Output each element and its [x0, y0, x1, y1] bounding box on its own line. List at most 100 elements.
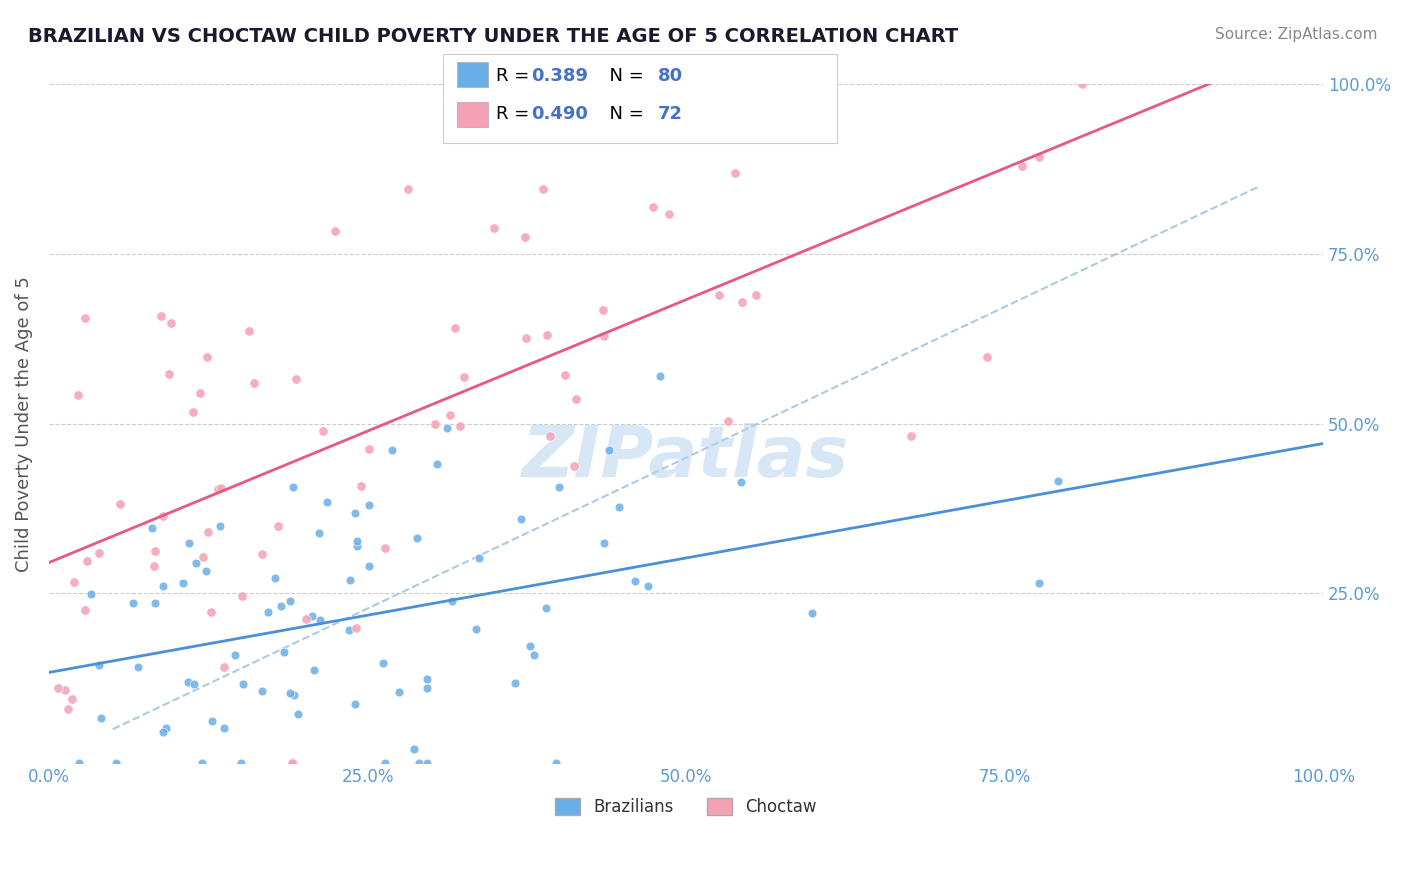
Point [449, 418, 471, 433]
Text: N =: N = [598, 67, 650, 85]
Point [177, 536, 200, 550]
Point [593, 535, 616, 549]
Point [371, 657, 394, 671]
Point [350, 478, 373, 492]
Point [562, 458, 585, 473]
Point [250, 547, 273, 561]
Point [468, 551, 491, 566]
Point [191, 756, 214, 771]
Point [197, 525, 219, 540]
Point [150, 309, 173, 323]
Point [380, 443, 402, 458]
Point [104, 756, 127, 771]
Point [256, 605, 278, 619]
Point [60, 692, 83, 706]
Point [415, 672, 437, 686]
Text: N =: N = [598, 105, 650, 123]
Point [444, 321, 467, 335]
Point [439, 409, 461, 423]
Point [548, 480, 571, 494]
Point [127, 660, 149, 674]
Point [267, 519, 290, 533]
Point [212, 721, 235, 735]
Point [53, 683, 76, 698]
Point [278, 686, 301, 700]
Point [648, 368, 671, 383]
Point [344, 506, 367, 520]
Point [209, 518, 232, 533]
Text: ZIPatlas: ZIPatlas [523, 423, 849, 492]
Point [730, 475, 752, 489]
Point [1071, 78, 1094, 92]
Point [396, 181, 419, 195]
Point [177, 674, 200, 689]
Point [155, 721, 177, 735]
Point [531, 181, 554, 195]
Point [287, 706, 309, 721]
Point [232, 676, 254, 690]
Point [453, 369, 475, 384]
Point [231, 756, 253, 771]
Point [188, 386, 211, 401]
Point [707, 288, 730, 302]
Point [200, 605, 222, 619]
Point [285, 372, 308, 386]
Point [770, 78, 793, 92]
Point [346, 533, 368, 548]
Point [607, 500, 630, 514]
Point [536, 328, 558, 343]
Point [359, 559, 381, 574]
Point [346, 540, 368, 554]
Point [238, 324, 260, 338]
Point [426, 457, 449, 471]
Point [509, 512, 531, 526]
Point [152, 509, 174, 524]
Point [724, 166, 747, 180]
Point [63, 574, 86, 589]
Point [1047, 474, 1070, 488]
Point [388, 685, 411, 699]
Point [191, 549, 214, 564]
Point [152, 725, 174, 739]
Point [800, 606, 823, 620]
Point [231, 589, 253, 603]
Point [157, 367, 180, 381]
Point [302, 663, 325, 677]
Point [90, 711, 112, 725]
Point [415, 681, 437, 695]
Point [87, 546, 110, 560]
Point [415, 756, 437, 771]
Point [592, 303, 614, 318]
Point [87, 658, 110, 673]
Point [515, 331, 537, 345]
Point [143, 544, 166, 558]
Point [554, 368, 576, 383]
Point [316, 495, 339, 509]
Point [976, 350, 998, 364]
Point [519, 639, 541, 653]
Point [76, 553, 98, 567]
Point [197, 350, 219, 364]
Point [75, 603, 97, 617]
Point [339, 573, 361, 587]
Point [406, 531, 429, 545]
Point [1028, 150, 1050, 164]
Point [717, 414, 740, 428]
Text: BRAZILIAN VS CHOCTAW CHILD POVERTY UNDER THE AGE OF 5 CORRELATION CHART: BRAZILIAN VS CHOCTAW CHILD POVERTY UNDER… [28, 27, 959, 45]
Point [503, 676, 526, 690]
Point [513, 230, 536, 244]
Point [440, 594, 463, 608]
Point [544, 756, 567, 771]
Point [1011, 159, 1033, 173]
Point [408, 756, 430, 771]
Point [534, 601, 557, 615]
Point [436, 420, 458, 434]
Text: 0.389: 0.389 [531, 67, 589, 85]
Point [374, 541, 396, 555]
Point [75, 310, 97, 325]
Point [593, 329, 616, 343]
Text: R =: R = [496, 105, 536, 123]
Point [344, 621, 367, 635]
Point [270, 599, 292, 613]
Point [523, 648, 546, 662]
